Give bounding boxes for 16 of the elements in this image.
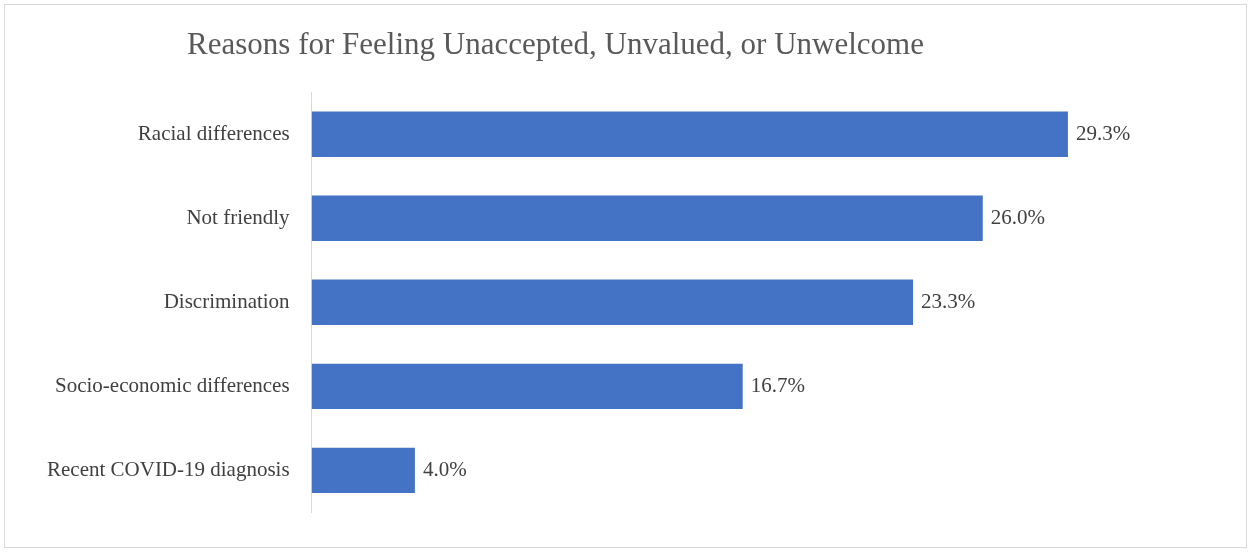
y-tick-label: Socio-economic differences: [55, 372, 290, 397]
chart-title: Reasons for Feeling Unaccepted, Unvalued, or Unwelcome: [187, 25, 924, 61]
bar: [311, 111, 1068, 157]
bar: [311, 195, 983, 241]
data-label: 23.3%: [921, 288, 976, 313]
bar: [311, 447, 415, 494]
y-tick-label: Discrimination: [163, 288, 291, 313]
data-label: 16.7%: [750, 372, 805, 397]
data-label: 29.3%: [1075, 120, 1131, 145]
y-tick-label: Recent COVID-19 diagnosis: [46, 456, 290, 481]
data-label: 26.0%: [990, 204, 1045, 229]
bar: [311, 363, 743, 410]
data-label: 4.0%: [422, 456, 467, 481]
y-tick-label: Racial differences: [137, 120, 290, 145]
y-tick-label: Not friendly: [186, 204, 291, 229]
bar: [311, 279, 914, 325]
